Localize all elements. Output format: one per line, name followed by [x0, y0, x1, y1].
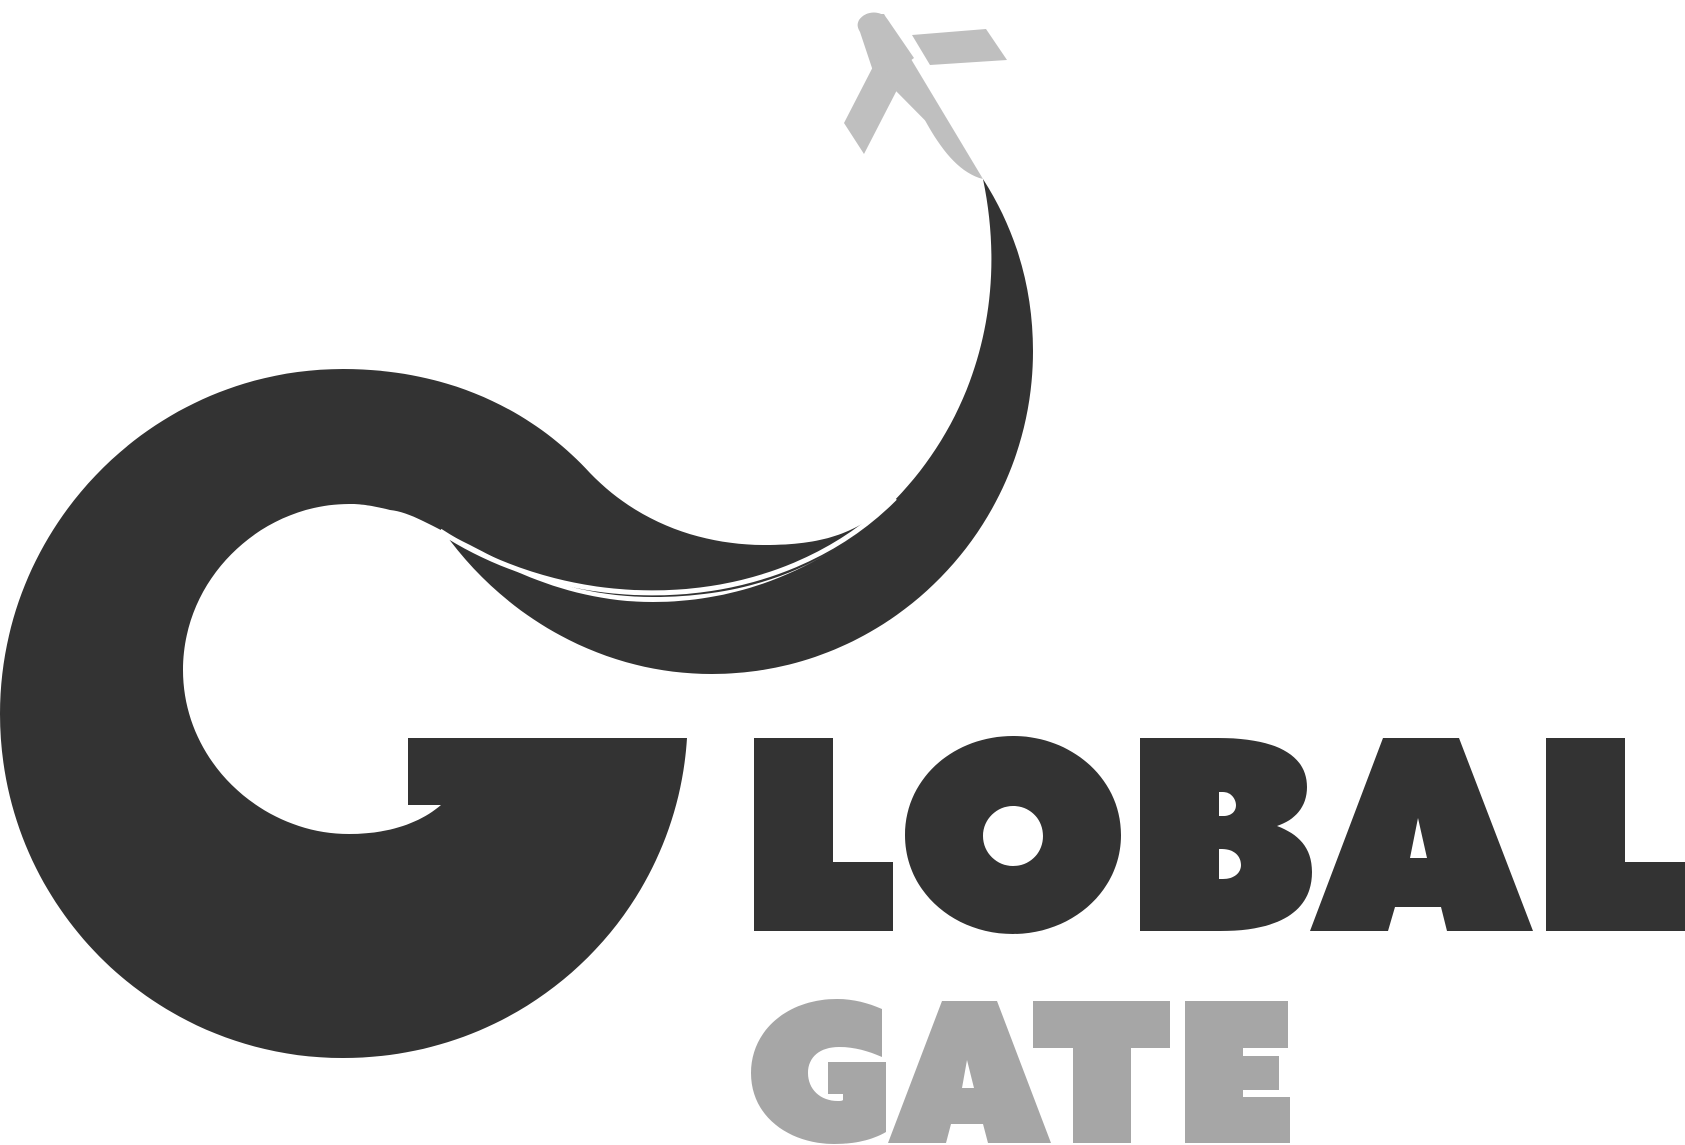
- word-gate: [751, 999, 1290, 1144]
- swirl-tail-shape: [443, 179, 1033, 674]
- swirl-white-line: [438, 496, 897, 596]
- airplane-wing-right: [912, 29, 1007, 65]
- airplane-fuselage: [866, 14, 983, 179]
- letter-b: [1140, 738, 1312, 931]
- g-swirl-mark: [0, 179, 1033, 1058]
- airplane-icon: [844, 12, 1007, 179]
- airplane-wing-left: [844, 57, 898, 154]
- letter-g-small: [751, 999, 886, 1144]
- letter-o: [905, 736, 1121, 934]
- letter-a: [1310, 738, 1533, 931]
- word-global: [754, 736, 1685, 934]
- letter-l-2: [1546, 738, 1685, 931]
- letter-t-small: [1033, 1001, 1170, 1143]
- letter-e-small: [1185, 1001, 1290, 1143]
- g-letter-shape: [0, 369, 895, 1058]
- letter-l-1: [754, 738, 893, 931]
- letter-a-small: [888, 1001, 1051, 1143]
